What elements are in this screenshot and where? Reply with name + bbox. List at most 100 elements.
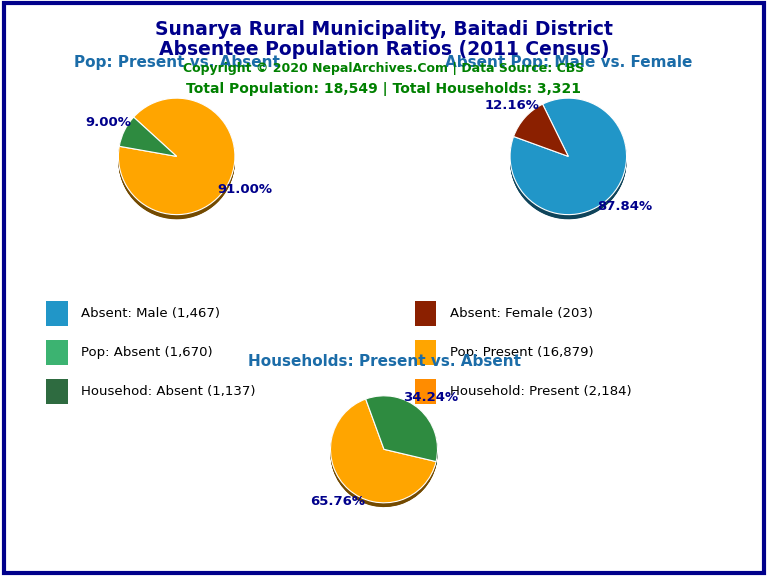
Wedge shape <box>330 399 436 503</box>
Wedge shape <box>510 98 627 215</box>
Wedge shape <box>514 104 568 157</box>
Wedge shape <box>119 119 177 158</box>
Title: Households: Present vs. Absent: Households: Present vs. Absent <box>247 354 521 369</box>
Text: Househod: Absent (1,137): Househod: Absent (1,137) <box>81 385 256 398</box>
Wedge shape <box>510 101 627 218</box>
Wedge shape <box>514 105 568 157</box>
Wedge shape <box>366 399 438 465</box>
Title: Absent Pop: Male vs. Female: Absent Pop: Male vs. Female <box>445 55 692 70</box>
Text: Pop: Absent (1,670): Pop: Absent (1,670) <box>81 346 213 359</box>
Wedge shape <box>514 107 568 159</box>
Wedge shape <box>118 101 235 218</box>
Wedge shape <box>366 396 438 461</box>
Wedge shape <box>118 101 235 217</box>
Wedge shape <box>118 98 235 215</box>
Wedge shape <box>330 401 436 505</box>
Wedge shape <box>510 99 627 215</box>
FancyBboxPatch shape <box>46 340 68 365</box>
Wedge shape <box>366 397 438 463</box>
Wedge shape <box>118 100 235 217</box>
Wedge shape <box>330 400 436 503</box>
Wedge shape <box>119 121 177 160</box>
Wedge shape <box>119 120 177 160</box>
Wedge shape <box>118 102 235 218</box>
Wedge shape <box>330 401 436 505</box>
Wedge shape <box>119 117 177 157</box>
Wedge shape <box>510 103 627 219</box>
FancyBboxPatch shape <box>46 379 68 404</box>
Wedge shape <box>330 403 436 507</box>
Wedge shape <box>510 100 627 217</box>
Wedge shape <box>366 399 438 465</box>
FancyBboxPatch shape <box>415 379 436 404</box>
Text: Absent: Male (1,467): Absent: Male (1,467) <box>81 307 220 320</box>
Wedge shape <box>366 396 438 462</box>
Wedge shape <box>118 100 235 216</box>
Wedge shape <box>330 403 436 507</box>
Wedge shape <box>514 106 568 158</box>
Wedge shape <box>514 107 568 160</box>
Wedge shape <box>119 118 177 157</box>
Wedge shape <box>118 100 235 217</box>
Wedge shape <box>510 103 627 219</box>
Wedge shape <box>366 398 438 464</box>
Wedge shape <box>510 100 627 216</box>
Wedge shape <box>510 101 627 217</box>
Wedge shape <box>366 396 438 463</box>
Wedge shape <box>366 398 438 464</box>
Wedge shape <box>118 103 235 219</box>
Wedge shape <box>330 402 436 506</box>
Wedge shape <box>366 400 438 466</box>
Text: Total Population: 18,549 | Total Households: 3,321: Total Population: 18,549 | Total Househo… <box>187 82 581 96</box>
Wedge shape <box>119 118 177 157</box>
Text: Sunarya Rural Municipality, Baitadi District: Sunarya Rural Municipality, Baitadi Dist… <box>155 20 613 39</box>
Wedge shape <box>514 107 568 159</box>
Text: 65.76%: 65.76% <box>310 495 366 508</box>
Wedge shape <box>119 119 177 159</box>
Wedge shape <box>330 400 436 504</box>
Wedge shape <box>118 98 235 215</box>
Wedge shape <box>366 397 438 463</box>
Wedge shape <box>514 108 568 160</box>
Text: Absentee Population Ratios (2011 Census): Absentee Population Ratios (2011 Census) <box>159 40 609 59</box>
Wedge shape <box>118 99 235 215</box>
FancyBboxPatch shape <box>415 301 436 326</box>
Wedge shape <box>510 102 627 218</box>
Wedge shape <box>514 108 568 161</box>
Wedge shape <box>366 397 438 463</box>
Wedge shape <box>514 108 568 160</box>
Wedge shape <box>330 402 436 506</box>
Text: 34.24%: 34.24% <box>402 391 458 404</box>
Wedge shape <box>510 98 627 215</box>
Text: Copyright © 2020 NepalArchives.Com | Data Source: CBS: Copyright © 2020 NepalArchives.Com | Dat… <box>184 62 584 75</box>
Wedge shape <box>119 120 177 160</box>
Wedge shape <box>510 102 627 218</box>
Text: Pop: Present (16,879): Pop: Present (16,879) <box>450 346 594 359</box>
Wedge shape <box>514 105 568 158</box>
Wedge shape <box>514 109 568 161</box>
Wedge shape <box>330 400 436 504</box>
Wedge shape <box>330 401 436 505</box>
Wedge shape <box>119 118 177 158</box>
Wedge shape <box>510 99 627 216</box>
Text: Household: Present (2,184): Household: Present (2,184) <box>450 385 631 398</box>
Wedge shape <box>366 400 438 465</box>
Wedge shape <box>514 106 568 158</box>
FancyBboxPatch shape <box>415 340 436 365</box>
Text: 9.00%: 9.00% <box>86 116 131 130</box>
Wedge shape <box>119 122 177 161</box>
Wedge shape <box>119 119 177 158</box>
FancyBboxPatch shape <box>46 301 68 326</box>
Wedge shape <box>514 105 568 157</box>
Title: Pop: Present vs. Absent: Pop: Present vs. Absent <box>74 55 280 70</box>
Text: Absent: Female (203): Absent: Female (203) <box>450 307 593 320</box>
Wedge shape <box>119 120 177 159</box>
Wedge shape <box>510 100 627 217</box>
Wedge shape <box>119 122 177 161</box>
Wedge shape <box>330 403 436 506</box>
Wedge shape <box>118 103 235 219</box>
Wedge shape <box>118 99 235 216</box>
Text: 87.84%: 87.84% <box>597 200 652 214</box>
Wedge shape <box>366 399 438 464</box>
Text: 12.16%: 12.16% <box>485 99 539 112</box>
